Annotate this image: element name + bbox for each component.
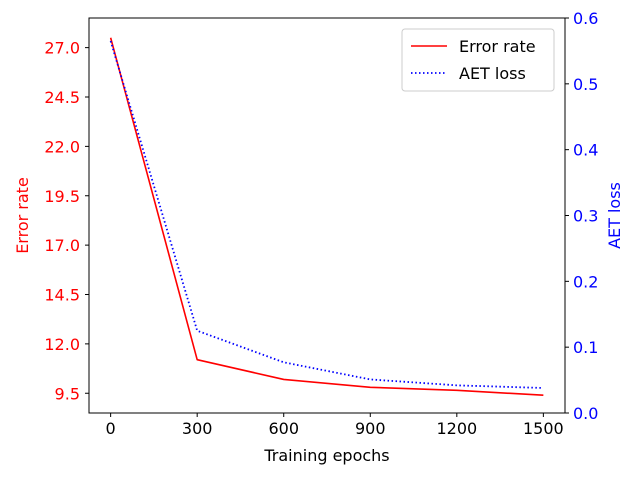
left-y-tick-label: 22.0 (44, 137, 80, 156)
left-y-tick-label: 27.0 (44, 39, 80, 58)
right-y-tick-label: 0.5 (573, 75, 598, 94)
legend-entry-label: AET loss (459, 64, 526, 83)
right-y-tick-label: 0.1 (573, 338, 598, 357)
axis-layer: 0 300 600 900 1200 1500 9.5 12.0 14.5 17.0 19.5 22.… (13, 9, 624, 465)
left-y-tick-label: 17.0 (44, 236, 80, 255)
left-y-axis-label: Error rate (13, 177, 32, 254)
right-y-tick-label: 0.2 (573, 272, 598, 291)
x-tick-label: 900 (355, 419, 386, 438)
left-y-tick-label: 19.5 (44, 187, 80, 206)
series-line-error-rate (109, 37, 544, 397)
right-y-tick-label: 0.6 (573, 9, 598, 28)
plot-layer (109, 37, 544, 397)
left-y-tick-label: 12.0 (44, 335, 80, 354)
left-y-tick-label: 24.5 (44, 88, 80, 107)
x-axis-label: Training epochs (263, 446, 389, 465)
x-tick-label: 0 (106, 419, 116, 438)
right-y-tick-label: 0.0 (573, 404, 598, 423)
legend-box (401, 28, 555, 92)
right-y-axis-label: AET loss (605, 182, 624, 249)
legend: Error rate AET loss (401, 28, 555, 92)
right-y-tick-label: 0.4 (573, 141, 598, 160)
series-line-aet-loss (109, 40, 544, 389)
x-tick-label: 1200 (436, 419, 477, 438)
left-y-tick-label: 14.5 (44, 286, 80, 305)
x-tick-label: 600 (268, 419, 299, 438)
x-tick-label: 1500 (523, 419, 564, 438)
right-y-tick-label: 0.3 (573, 207, 598, 226)
left-y-tick-label: 9.5 (55, 384, 80, 403)
x-tick-label: 300 (182, 419, 213, 438)
legend-entry-label: Error rate (459, 37, 536, 56)
